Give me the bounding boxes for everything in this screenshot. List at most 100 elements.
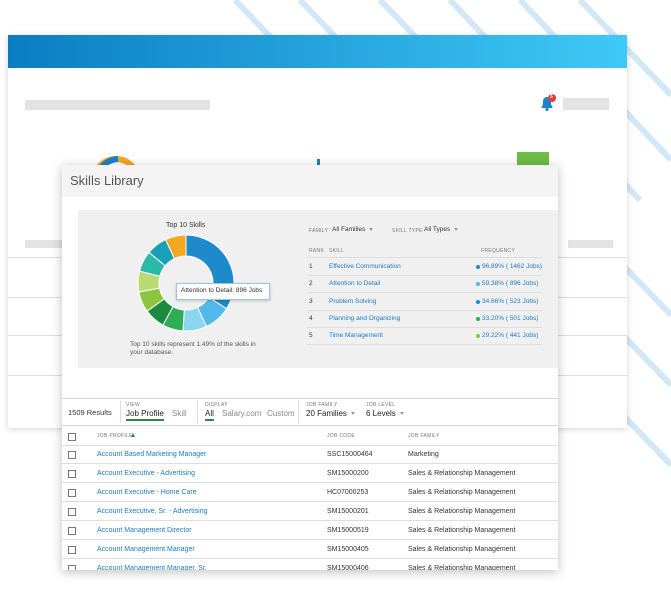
frequency-dot: [476, 316, 480, 321]
job-family: Sales & Relationship Management: [408, 546, 516, 553]
column-header: SKILL: [329, 248, 345, 254]
job-family-label: JOB FAMILY: [306, 402, 338, 408]
divider: [307, 292, 542, 294]
job-code: SM15000201: [327, 508, 369, 515]
divider: [62, 463, 558, 464]
frequency-dot: [476, 282, 480, 287]
column-header: RANK: [309, 248, 325, 254]
checkbox[interactable]: [68, 527, 76, 535]
divider: [62, 425, 558, 426]
caption: Top 10 skills represent 1.49% of the ski…: [130, 341, 256, 356]
chart-title: Top 10 Skills: [166, 222, 206, 229]
sort-indicator: [131, 433, 135, 437]
results-count: 1509 Results: [68, 408, 112, 417]
bell-icon[interactable]: [538, 93, 560, 113]
frequency[interactable]: 34.66% ( 523 Jobs): [482, 297, 539, 305]
divider: [62, 482, 558, 483]
tooltip-box: [176, 283, 270, 300]
divider: [62, 539, 558, 540]
donut-segment[interactable]: [164, 234, 187, 260]
display-option[interactable]: Salary.com: [222, 409, 262, 418]
job-family: Sales & Relationship Management: [408, 489, 516, 496]
job-family: Sales & Relationship Management: [408, 527, 516, 534]
column-header: FREQUENCY: [481, 248, 516, 254]
skill-link[interactable]: Effective Communication: [329, 263, 401, 270]
rank: 2: [309, 280, 313, 288]
placeholder: [25, 240, 65, 248]
skills-library-panel: Skills Library Top 10 Skills Attention t…: [62, 165, 558, 570]
job-profile-link[interactable]: Account Management Director: [97, 527, 192, 534]
divider: [62, 445, 558, 446]
frequency[interactable]: 59.38% ( 896 Jobs): [482, 280, 539, 288]
display-option[interactable]: Custom: [267, 409, 295, 418]
job-family: Sales & Relationship Management: [408, 565, 516, 570]
view-option[interactable]: Job Profile: [126, 410, 164, 421]
background-chart: [317, 159, 320, 169]
divider: [307, 309, 542, 311]
rank: 1: [309, 263, 313, 270]
rank: 3: [309, 297, 313, 305]
frequency[interactable]: 33.20% ( 501 Jobs): [482, 314, 539, 322]
separator: [298, 401, 299, 423]
rank: 4: [309, 314, 313, 322]
checkbox[interactable]: [68, 470, 76, 478]
skill-link[interactable]: Problem Solving: [329, 297, 377, 305]
job-profile-link[interactable]: Account Management Manager: [97, 546, 195, 553]
checkbox[interactable]: [68, 508, 76, 516]
job-family-select[interactable]: 20 Families: [306, 410, 355, 418]
skill-link[interactable]: Attention to Detail: [329, 280, 381, 288]
filter-value: All Families: [332, 226, 366, 233]
tooltip: Attention to Detail: 896 Jobs: [181, 287, 263, 294]
column-header[interactable]: JOB PROFILE: [97, 433, 133, 439]
display-label: DISPLAY: [205, 402, 228, 408]
job-level-value: 6 Levels: [366, 409, 396, 418]
divider: [307, 326, 542, 328]
display-option[interactable]: All: [205, 410, 214, 421]
separator: [120, 401, 121, 423]
view-option[interactable]: Skill: [172, 409, 187, 418]
job-code: SSC15000464: [327, 451, 373, 458]
job-family-value: 20 Families: [306, 409, 347, 418]
job-level-label: JOB LEVEL: [366, 402, 396, 408]
frequency[interactable]: 96.89% ( 1462 Jobs): [482, 263, 542, 270]
separator: [197, 401, 198, 423]
job-code: SM15000519: [327, 527, 369, 534]
frequency-dot: [476, 334, 480, 339]
job-profile-link[interactable]: Account Executive - Home Care: [97, 489, 197, 496]
placeholder: [568, 240, 613, 248]
checkbox[interactable]: [68, 451, 76, 459]
skill-link[interactable]: Time Management: [329, 332, 383, 340]
frequency[interactable]: 29.22% ( 441 Jobs): [482, 332, 539, 340]
job-profile-link[interactable]: Account Executive, Sr. - Advertising: [97, 508, 208, 515]
divider: [62, 501, 558, 502]
divider: [307, 344, 542, 346]
filter-select[interactable]: All Types: [424, 226, 459, 234]
filter-select[interactable]: All Families: [332, 226, 374, 234]
filter-label: SKILL TYPE: [392, 228, 423, 234]
job-profile-link[interactable]: Account Based Marketing Manager: [97, 451, 207, 458]
job-family: Marketing: [408, 451, 439, 458]
job-profile-link[interactable]: Account Executive - Advertising: [97, 470, 196, 477]
job-family: Sales & Relationship Management: [408, 470, 516, 477]
placeholder: [563, 98, 609, 110]
job-level-select[interactable]: 6 Levels: [366, 410, 404, 418]
job-profile-link[interactable]: Account Management Manager, Sr.: [97, 565, 207, 570]
divider: [62, 558, 558, 559]
checkbox[interactable]: [68, 489, 76, 497]
filter-value: All Types: [424, 226, 451, 233]
notification-badge: 5: [550, 94, 553, 100]
divider: [62, 398, 558, 399]
checkbox[interactable]: [68, 546, 76, 554]
frequency-dot: [476, 299, 480, 304]
divider: [62, 520, 558, 521]
checkbox[interactable]: [68, 433, 76, 441]
column-header: JOB FAMILY: [408, 433, 440, 439]
frequency-dot: [476, 265, 480, 269]
divider: [307, 257, 542, 258]
divider: [307, 275, 542, 276]
window-header: [8, 35, 627, 68]
panel-header: [62, 165, 558, 197]
skill-link[interactable]: Planning and Organizing: [329, 314, 401, 322]
checkbox[interactable]: [68, 565, 76, 570]
